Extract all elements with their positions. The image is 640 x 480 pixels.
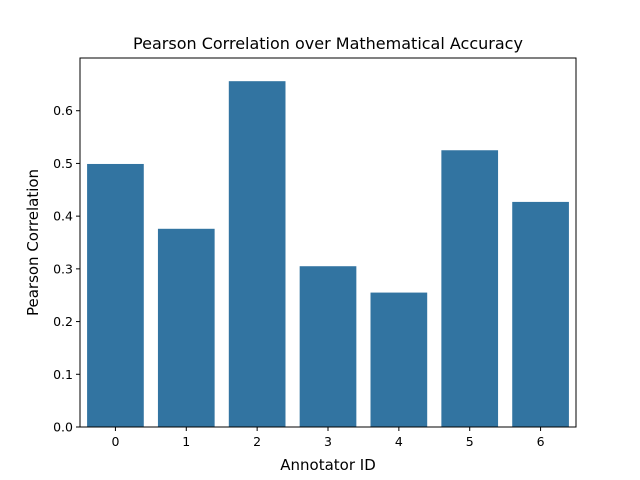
x-tick-label: 3 — [324, 434, 332, 449]
plot-frame — [79, 57, 577, 428]
x-axis-ticks: 0 1 2 3 4 5 6 — [111, 427, 545, 449]
x-tick-label: 2 — [253, 434, 261, 449]
bar-5 — [441, 150, 499, 427]
x-tick-label: 1 — [182, 434, 190, 449]
bars-group — [87, 81, 569, 427]
y-tick-label: 0.3 — [53, 261, 73, 276]
y-tick-label: 0.2 — [53, 314, 73, 329]
bar-4 — [370, 292, 428, 427]
x-tick-label: 5 — [466, 434, 474, 449]
bar-3 — [299, 266, 357, 427]
bar-1 — [157, 228, 215, 427]
y-tick-label: 0.0 — [53, 420, 73, 435]
x-tick-label: 4 — [395, 434, 403, 449]
chart-title: Pearson Correlation over Mathematical Ac… — [133, 34, 523, 53]
y-tick-label: 0.5 — [53, 156, 73, 171]
y-axis-label: Pearson Correlation — [24, 169, 42, 316]
y-tick-label: 0.4 — [53, 209, 73, 224]
x-axis-label: Annotator ID — [280, 456, 376, 474]
x-tick-label: 0 — [111, 434, 119, 449]
bar-0 — [87, 163, 144, 427]
y-tick-label: 0.1 — [53, 367, 73, 382]
bar-6 — [512, 201, 569, 427]
x-tick-label: 6 — [537, 434, 545, 449]
y-axis-ticks: 0.0 0.1 0.2 0.3 0.4 0.5 0.6 — [53, 103, 80, 435]
y-tick-label: 0.6 — [53, 103, 73, 118]
bar-2 — [228, 81, 286, 427]
